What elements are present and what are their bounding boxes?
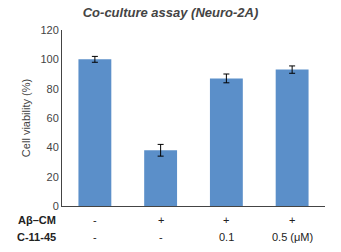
svg-text:-: - (93, 231, 97, 243)
svg-text:80: 80 (47, 83, 59, 95)
svg-text:C-11-45: C-11-45 (17, 231, 56, 243)
svg-text:0: 0 (53, 200, 59, 212)
svg-text:100: 100 (40, 53, 58, 65)
svg-text:0.1: 0.1 (219, 231, 234, 243)
svg-text:Cell viability (%): Cell viability (%) (20, 79, 32, 157)
svg-text:Co-culture assay (Neuro-2A): Co-culture assay (Neuro-2A) (83, 5, 259, 20)
svg-text:+: + (289, 214, 295, 226)
svg-text:+: + (223, 214, 229, 226)
svg-text:40: 40 (47, 141, 59, 153)
svg-text:+: + (158, 214, 164, 226)
svg-text:0.5 (μM): 0.5 (μM) (272, 231, 313, 243)
svg-text:60: 60 (47, 112, 59, 124)
svg-text:20: 20 (47, 171, 59, 183)
svg-text:-: - (159, 231, 163, 243)
svg-text:120: 120 (40, 24, 58, 36)
svg-text:-: - (93, 214, 97, 226)
svg-text:Aβ–CM: Aβ–CM (18, 214, 56, 226)
